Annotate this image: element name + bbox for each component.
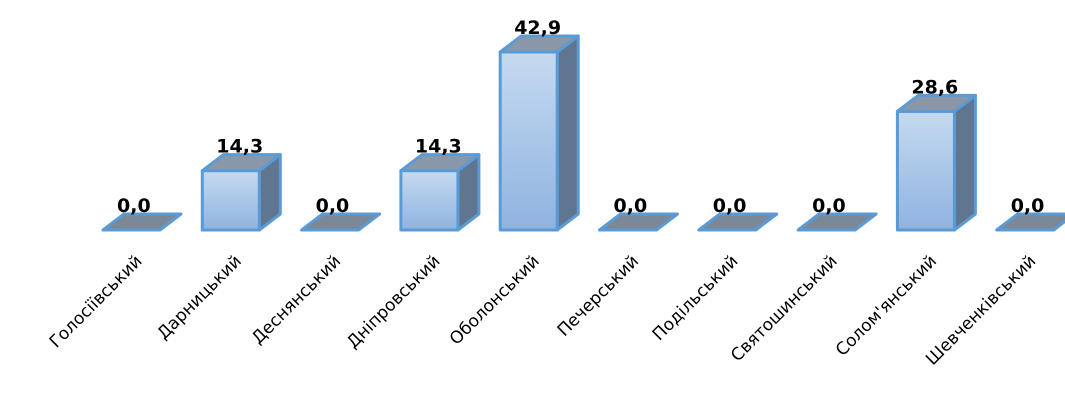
data-label: 0,0 xyxy=(117,195,151,217)
data-label: 0,0 xyxy=(614,195,648,217)
bar-7 xyxy=(697,212,779,232)
data-label: 14,3 xyxy=(415,136,462,158)
bar-top-face xyxy=(796,212,878,232)
category-tick-label: Голосіївський xyxy=(46,251,147,352)
bars-layer xyxy=(101,34,1065,232)
bar-top-face xyxy=(697,212,779,232)
bar-2 xyxy=(200,153,282,232)
category-tick-label: Святошинський xyxy=(727,251,841,365)
data-labels-layer: 0,0 14,3 0,0 14,3 42,9 0,0 0,0 0,0 28,6 0,0 xyxy=(117,17,1044,217)
bar-top-face xyxy=(598,212,679,232)
bar-10 xyxy=(995,212,1065,232)
category-tick-label: Дарницький xyxy=(153,251,245,343)
category-tick-label: Оболонський xyxy=(446,251,544,349)
data-label: 28,6 xyxy=(911,76,958,98)
category-tick-label: Печерський xyxy=(554,251,643,340)
bar-6 xyxy=(598,212,679,232)
data-label: 0,0 xyxy=(812,195,846,217)
bar-top-face xyxy=(300,212,382,232)
data-label: 42,9 xyxy=(514,17,561,39)
bar-side-face xyxy=(555,34,580,232)
bar-top-face xyxy=(995,212,1065,232)
data-label: 0,0 xyxy=(316,195,350,217)
category-tick-label: Шевченківський xyxy=(922,251,1040,369)
bar-3 xyxy=(300,212,382,232)
category-tick-label: Дніпровський xyxy=(343,251,444,352)
bar-front-face xyxy=(895,109,956,232)
bar-side-face xyxy=(952,93,977,232)
data-label: 14,3 xyxy=(216,136,263,158)
bar-front-face xyxy=(399,169,460,232)
data-label: 0,0 xyxy=(713,195,747,217)
category-tick-label: Деснянський xyxy=(248,251,345,348)
category-tick-label: Солом'янський xyxy=(832,251,941,360)
bar-top-face xyxy=(200,153,282,173)
category-tick-label: Подільський xyxy=(649,251,743,345)
data-label: 0,0 xyxy=(1011,195,1045,217)
bar-4 xyxy=(399,153,481,232)
bar-top-face xyxy=(399,153,481,173)
bar-9 xyxy=(895,93,977,232)
bar-8 xyxy=(796,212,878,232)
bar-5 xyxy=(498,34,580,232)
bar-top-face xyxy=(101,212,183,232)
category-labels-layer: Голосіївський Дарницький ДеснянськийДніпро… xyxy=(46,251,1041,369)
bar-top-face xyxy=(895,93,977,113)
bar-top-face xyxy=(498,34,580,54)
bar-front-face xyxy=(498,50,559,232)
bar-1 xyxy=(101,212,183,232)
bar-front-face xyxy=(200,169,261,232)
